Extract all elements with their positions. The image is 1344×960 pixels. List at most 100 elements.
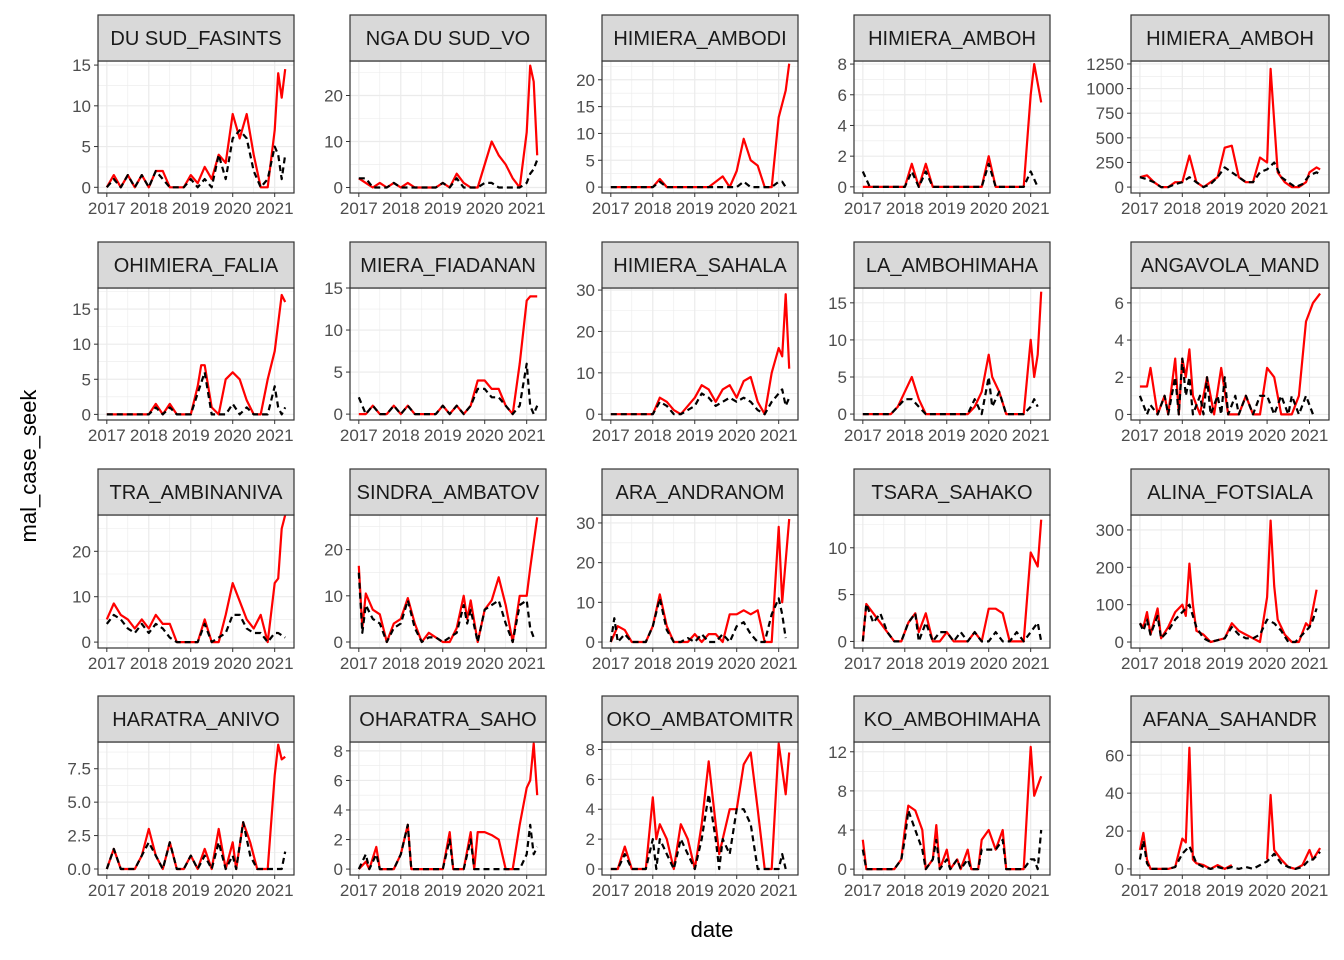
facet-strip (97, 695, 295, 743)
x-tick-label: 2020 (466, 199, 504, 218)
y-tick-label: 500 (1096, 129, 1124, 148)
x-tick-label: 2019 (1206, 881, 1244, 900)
y-tick-label: 10 (576, 124, 595, 143)
facet-panel: 2017 2018 2019 2020 2021 0 2 4 6 ANGAVOLA_MAND (1115, 241, 1330, 445)
facet-strip (601, 695, 799, 743)
y-tick-label: 4 (838, 116, 847, 135)
facet-strip-label: ANGAVOLA_MAND (1141, 255, 1320, 277)
facet-panel: 2017 2018 2019 2020 2021 0 20 40 60 AFANA_SAHANDR (1105, 695, 1330, 900)
x-tick-label: 2017 (592, 199, 630, 218)
y-tick-label: 2 (1115, 368, 1124, 387)
x-tick-label: 2017 (340, 199, 378, 218)
y-tick-label: 0 (586, 860, 595, 879)
x-tick-label: 2021 (1012, 654, 1050, 673)
x-tick-label: 2017 (340, 881, 378, 900)
x-tick-label: 2018 (130, 199, 168, 218)
y-tick-label: 4 (334, 801, 343, 820)
y-tick-label: 7.5 (67, 760, 91, 779)
series-line-red (861, 745, 1043, 871)
x-tick-label: 2020 (718, 426, 756, 445)
x-tick-label: 2018 (382, 881, 420, 900)
x-tick-label: 2017 (592, 881, 630, 900)
y-tick-label: 40 (1105, 784, 1124, 803)
panel-background (854, 61, 1050, 193)
facet-strip-label: TSARA_SAHAKO (871, 482, 1032, 504)
y-tick-label: 10 (576, 593, 595, 612)
series-line-red (106, 293, 287, 416)
x-tick-label: 2019 (676, 426, 714, 445)
y-tick-label: 0 (838, 632, 847, 651)
facet-panel: 2017 2018 2019 2020 2021 0 10 20 SINDRA_AMBATOV (324, 468, 547, 673)
facet-strip (853, 14, 1051, 62)
x-tick-label: 2019 (928, 881, 966, 900)
facet-strip-label: HIMIERA_SAHALA (613, 255, 787, 277)
series-line-black-dashed (105, 821, 287, 871)
facet-strip-label: MIERA_FIADANAN (360, 255, 536, 277)
facet-strip-label: DU SUD_FASINTS (110, 28, 281, 50)
x-tick-label: 2019 (424, 426, 462, 445)
y-tick-label: 6 (334, 771, 343, 790)
x-tick-label: 2021 (508, 654, 546, 673)
x-tick-label: 2021 (1012, 426, 1050, 445)
facet-strip-label: HIMIERA_AMBOH (868, 28, 1036, 50)
y-tick-label: 20 (72, 542, 91, 561)
y-tick-label: 10 (72, 588, 91, 607)
y-tick-label: 5 (82, 370, 91, 389)
x-tick-label: 2018 (130, 426, 168, 445)
x-tick-label: 2020 (1248, 426, 1286, 445)
facet-panel: 2017 2018 2019 2020 2021 0 5 10 15 20 HIMIERA_AMBO… (576, 14, 799, 218)
y-tick-label: 0 (82, 633, 91, 652)
y-tick-label: 5 (334, 363, 343, 382)
series-line-red (105, 68, 287, 189)
series-line-black-dashed (106, 371, 287, 416)
y-tick-label: 2.5 (67, 827, 91, 846)
series-line-black-dashed (861, 162, 1039, 188)
x-tick-label: 2018 (382, 199, 420, 218)
x-tick-label: 2019 (172, 199, 210, 218)
x-tick-label: 2017 (88, 654, 126, 673)
facet-panel: 2017 2018 2019 2020 2021 0.0 2.5 5.0 7.5 HARATRA_… (67, 695, 295, 900)
x-tick-label: 2018 (634, 881, 672, 900)
panel-background (350, 288, 546, 420)
x-tick-label: 2020 (466, 426, 504, 445)
y-tick-label: 5 (838, 586, 847, 605)
x-tick-label: 2020 (214, 199, 252, 218)
x-tick-label: 2020 (1248, 881, 1286, 900)
facet-strip (97, 241, 295, 289)
facet-strip-label: NGA DU SUD_VO (366, 28, 530, 50)
series-line-red (105, 515, 287, 644)
y-tick-label: 0 (334, 633, 343, 652)
x-tick-label: 2018 (1163, 426, 1201, 445)
y-tick-label: 10 (324, 132, 343, 151)
x-tick-label: 2020 (970, 199, 1008, 218)
x-tick-label: 2017 (844, 654, 882, 673)
x-tick-label: 2018 (886, 426, 924, 445)
facet-panel: 2017 2018 2019 2020 2021 0 5 10 15 DU SUD_FASINTS (72, 14, 295, 218)
series-line-black-dashed (609, 597, 787, 644)
x-tick-label: 2017 (1121, 654, 1159, 673)
y-tick-label: 4 (1115, 331, 1124, 350)
y-tick-label: 0 (1115, 405, 1124, 424)
series-line-black-dashed (861, 602, 1043, 643)
x-tick-label: 2019 (172, 654, 210, 673)
y-tick-label: 15 (324, 279, 343, 298)
y-tick-label: 20 (576, 71, 595, 90)
facet-panel: 2017 2018 2019 2020 2021 0 5 10 TSARA_SAHAKO (828, 468, 1051, 673)
x-tick-label: 2017 (592, 426, 630, 445)
y-axis-title: mal_case_seek (16, 389, 41, 543)
y-tick-label: 0 (838, 405, 847, 424)
x-tick-label: 2017 (88, 199, 126, 218)
y-tick-label: 2 (586, 830, 595, 849)
x-tick-label: 2019 (172, 426, 210, 445)
y-tick-label: 20 (576, 554, 595, 573)
x-tick-label: 2017 (340, 654, 378, 673)
x-tick-label: 2021 (256, 881, 294, 900)
facet-strip (349, 241, 547, 289)
x-tick-label: 2017 (844, 199, 882, 218)
facet-panel: 2017 2018 2019 2020 2021 0 2 4 6 8 OHARATRA_SAHO (334, 695, 547, 900)
x-tick-label: 2021 (760, 881, 798, 900)
x-tick-label: 2021 (1291, 881, 1329, 900)
x-tick-label: 2021 (760, 426, 798, 445)
x-tick-label: 2021 (1291, 426, 1329, 445)
